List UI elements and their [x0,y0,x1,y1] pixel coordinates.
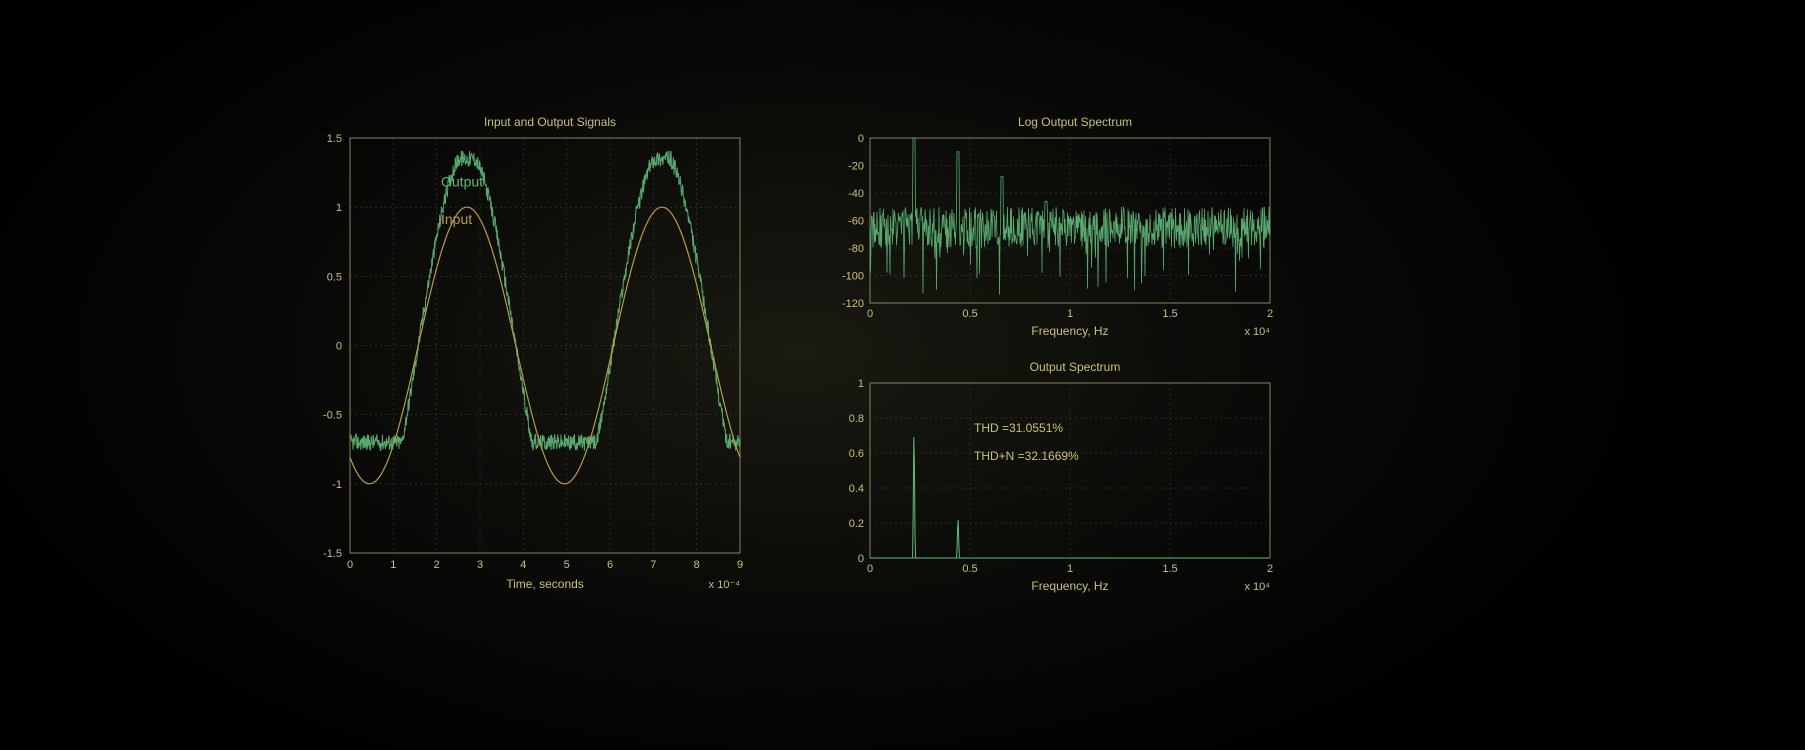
svg-text:-20: -20 [848,161,864,173]
lin-spectrum-title: Output Spectrum [870,360,1280,374]
svg-text:1.5: 1.5 [1162,308,1177,320]
svg-text:1.5: 1.5 [1162,563,1177,575]
svg-text:0: 0 [867,563,873,575]
svg-text:0.6: 0.6 [849,448,864,460]
svg-text:x 10⁴: x 10⁴ [1244,326,1270,338]
svg-text:0.2: 0.2 [849,518,864,530]
svg-text:-80: -80 [848,243,864,255]
thdn-label: THD+N =32.1669% [974,449,1079,463]
svg-text:Frequency, Hz: Frequency, Hz [1031,324,1108,338]
svg-text:0: 0 [858,133,864,145]
svg-text:-1: -1 [332,479,342,491]
output-legend: Output [441,173,483,189]
input-legend: Input [441,211,472,227]
svg-text:1: 1 [336,202,342,214]
svg-text:x 10⁻⁴: x 10⁻⁴ [709,579,741,591]
svg-text:-120: -120 [842,298,864,310]
svg-text:0: 0 [336,341,342,353]
signals-panel: Input and Output Signals 0 1 2 3 4 5 6 7 8 9 -1.5 -… [300,115,750,603]
svg-text:0.4: 0.4 [849,483,864,495]
svg-text:-0.5: -0.5 [323,410,342,422]
svg-text:1: 1 [1067,563,1073,575]
svg-text:-60: -60 [848,216,864,228]
svg-text:3: 3 [477,559,483,571]
svg-text:-1.5: -1.5 [323,548,342,560]
log-spectrum-title: Log Output Spectrum [870,115,1280,129]
svg-text:9: 9 [737,559,743,571]
svg-text:1: 1 [858,378,864,390]
svg-text:Time, seconds: Time, seconds [506,577,584,591]
svg-text:0.5: 0.5 [962,308,977,320]
svg-text:7: 7 [650,559,656,571]
log-spectrum-plot: 0 0.5 1 1.5 2 -120 -100 -80 -60 -40 -20 0 Frequency,… [820,133,1280,353]
svg-text:0: 0 [858,553,864,565]
lin-spectrum-panel: Output Spectrum 0 0.5 1 1.5 2 0 0.2 0.4 0.6 0.8 1 T… [820,360,1280,608]
svg-text:2: 2 [1267,308,1273,320]
svg-text:8: 8 [694,559,700,571]
svg-text:1.5: 1.5 [327,133,342,145]
svg-text:2: 2 [1267,563,1273,575]
svg-text:1: 1 [1067,308,1073,320]
svg-text:0: 0 [347,559,353,571]
svg-text:5: 5 [564,559,570,571]
svg-text:4: 4 [520,559,526,571]
svg-text:-40: -40 [848,188,864,200]
svg-text:6: 6 [607,559,613,571]
signals-plot: 0 1 2 3 4 5 6 7 8 9 -1.5 -1 -0.5 0 0.5 1 1.5 Output Input T… [300,133,750,603]
thd-label: THD =31.0551% [974,421,1063,435]
log-spectrum-panel: Log Output Spectrum 0 0.5 1 1.5 2 -120 -100 -80… [820,115,1280,353]
signals-title: Input and Output Signals [350,115,750,129]
svg-text:1: 1 [390,559,396,571]
svg-text:0.5: 0.5 [327,271,342,283]
svg-text:2: 2 [434,559,440,571]
svg-text:0: 0 [867,308,873,320]
svg-text:0.8: 0.8 [849,413,864,425]
svg-text:-100: -100 [842,271,864,283]
svg-text:Frequency, Hz: Frequency, Hz [1031,579,1108,593]
svg-text:0.5: 0.5 [962,563,977,575]
svg-text:x 10⁴: x 10⁴ [1244,581,1270,593]
lin-spectrum-plot: 0 0.5 1 1.5 2 0 0.2 0.4 0.6 0.8 1 THD =31.0551% THD+… [820,378,1280,608]
